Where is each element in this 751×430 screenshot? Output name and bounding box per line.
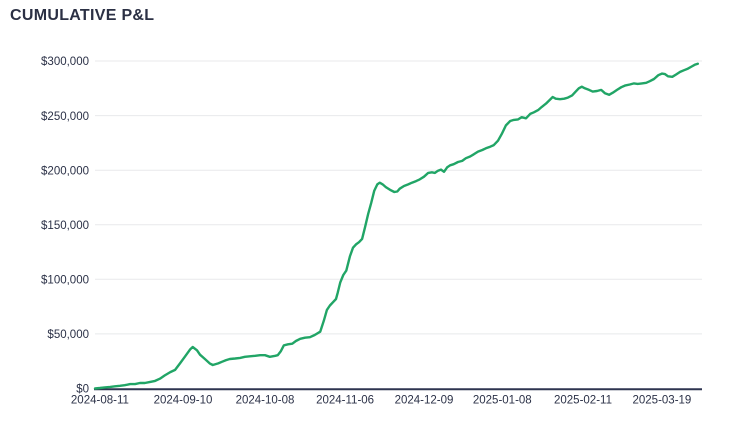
x-axis-tick-label: 2024-10-08	[236, 395, 295, 407]
y-axis-tick-label: $300,000	[41, 56, 89, 68]
gridlines	[95, 60, 702, 335]
y-axis-tick-label: $150,000	[41, 220, 89, 232]
x-axis-labels: 2024-08-11 2024-09-10 2024-10-08 2024-11-06…	[71, 395, 691, 407]
pnl-line-series	[93, 62, 699, 390]
x-axis-tick-label: 2025-03-19	[632, 395, 691, 407]
x-axis-tick-label: 2024-09-10	[154, 395, 213, 407]
x-axis-tick-label: 2024-08-11	[71, 395, 129, 407]
x-axis-tick-label: 2024-11-06	[316, 395, 374, 407]
chart-title: CUMULATIVE P&L	[10, 7, 155, 24]
y-axis-tick-label: $100,000	[41, 275, 89, 287]
y-axis-tick-label: $0	[76, 384, 89, 396]
x-axis-tick-label: 2024-12-09	[395, 395, 454, 407]
y-axis-tick-label: $200,000	[41, 165, 89, 177]
x-axis-tick-label: 2025-02-11	[554, 395, 612, 407]
x-axis-tick-label: 2025-01-08	[473, 395, 532, 407]
y-axis-tick-label: $250,000	[41, 111, 89, 123]
y-axis-labels: $300,000 $250,000 $200,000 $150,000 $100,000…	[41, 56, 89, 396]
y-axis-tick-label: $50,000	[47, 329, 89, 341]
